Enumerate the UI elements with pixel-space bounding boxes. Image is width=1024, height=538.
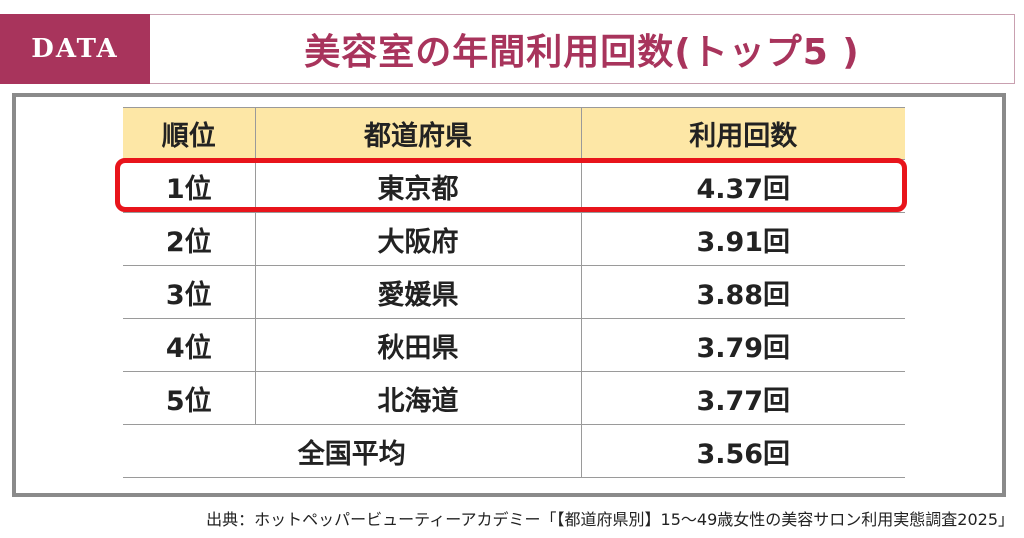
prefecture-cell: 大阪府 xyxy=(254,212,581,266)
column-header-count: 利用回数 xyxy=(580,107,905,160)
prefecture-cell: 秋田県 xyxy=(254,318,581,372)
table-header-row: 順位 都道府県 利用回数 xyxy=(123,107,905,160)
table-row: 5位 北海道 3.77回 xyxy=(123,371,905,425)
data-label: DATA xyxy=(0,14,150,84)
prefecture-cell: 愛媛県 xyxy=(254,265,581,319)
table-row: 2位 大阪府 3.91回 xyxy=(123,212,905,266)
ranking-table: 順位 都道府県 利用回数 1位 東京都 4.37回 2位 大阪府 3.91回 3… xyxy=(123,107,905,478)
column-header-rank: 順位 xyxy=(123,107,255,160)
prefecture-cell: 北海道 xyxy=(254,371,581,425)
average-row: 全国平均 3.56回 xyxy=(123,424,905,478)
rank-cell: 1位 xyxy=(123,159,255,213)
average-count-cell: 3.56回 xyxy=(580,424,905,478)
rank-cell: 2位 xyxy=(123,212,255,266)
column-header-prefecture: 都道府県 xyxy=(254,107,581,160)
count-cell: 3.77回 xyxy=(580,371,905,425)
average-label-cell: 全国平均 xyxy=(123,424,581,478)
rank-cell: 3位 xyxy=(123,265,255,319)
title-banner: 美容室の年間利用回数(トップ5 ) xyxy=(150,14,1015,84)
table-row: 3位 愛媛県 3.88回 xyxy=(123,265,905,319)
table-row: 4位 秋田県 3.79回 xyxy=(123,318,905,372)
page-title: 美容室の年間利用回数(トップ5 ) xyxy=(304,32,860,73)
count-cell: 4.37回 xyxy=(580,159,905,213)
source-citation: 出典：ホットペッパービューティーアカデミー「【都道府県別】15～49歳女性の美容… xyxy=(206,510,1014,529)
count-cell: 3.88回 xyxy=(580,265,905,319)
count-cell: 3.91回 xyxy=(580,212,905,266)
table-row: 1位 東京都 4.37回 xyxy=(123,159,905,213)
prefecture-cell: 東京都 xyxy=(254,159,581,213)
rank-cell: 4位 xyxy=(123,318,255,372)
count-cell: 3.79回 xyxy=(580,318,905,372)
rank-cell: 5位 xyxy=(123,371,255,425)
